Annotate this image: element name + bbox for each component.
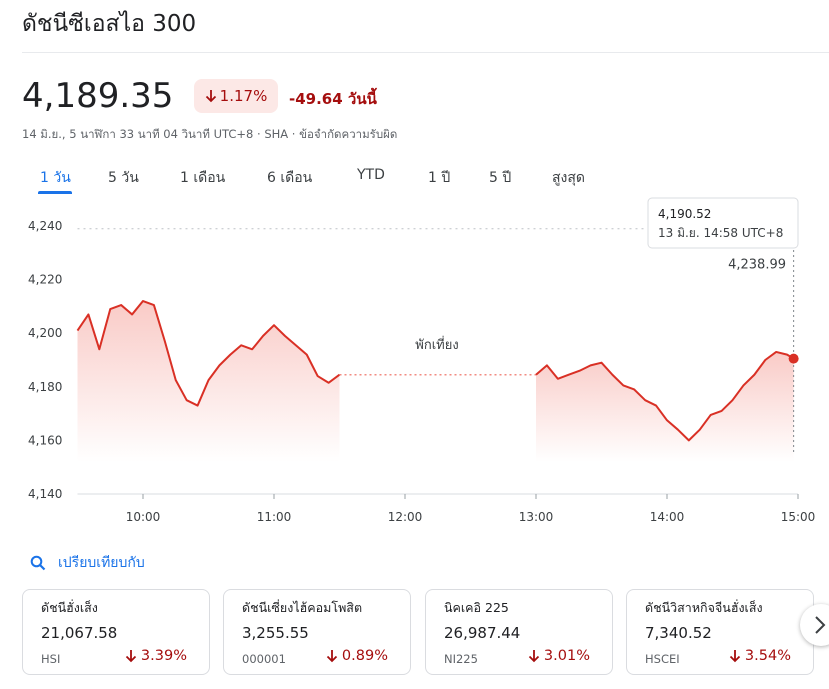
compare-title: เปรียบเทียบกับ (58, 555, 145, 571)
tab[interactable]: 1 ปี (428, 170, 451, 186)
next-button[interactable] (800, 604, 829, 646)
card-price: 7,340.52 (645, 624, 712, 642)
change-percent: 1.17% (194, 79, 278, 113)
card-change: 3.01% (528, 648, 590, 664)
title: ดัชนีซีเอสไอ 300 (22, 11, 197, 37)
card-symbol: HSCEI (645, 652, 680, 666)
x-tick-label: 10:00 (126, 510, 161, 524)
previous-close-label: 4,238.99 (728, 258, 786, 273)
tooltip-time: 13 มิ.ย. 14:58 UTC+8 (658, 226, 783, 240)
down-arrow (729, 650, 741, 663)
x-tick-label: 15:00 (781, 510, 816, 524)
x-tick-label: 14:00 (650, 510, 685, 524)
y-tick-label: 4,160 (28, 433, 62, 447)
card-symbol: NI225 (444, 652, 478, 666)
card[interactable]: นิคเคอิ 225 26,987.44 NI225 3.01% (425, 589, 613, 675)
card-change-text: 3.39% (140, 648, 187, 664)
timestamp: 14 มิ.ย., 5 นาฬิกา 33 นาที 04 วินาที UTC… (22, 127, 398, 141)
price: 4,189.35 (22, 76, 174, 116)
card-change-text: 0.89% (341, 648, 388, 664)
card-price: 21,067.58 (41, 624, 118, 642)
card-price: 26,987.44 (444, 624, 521, 642)
tab[interactable]: 1 วัน (40, 170, 71, 186)
card[interactable]: ดัชนีวิสาหกิจจีนฮั่งเส็ง 7,340.52 HSCEI 3.5… (626, 589, 814, 675)
divider (22, 52, 829, 53)
tab[interactable]: 5 ปี (489, 170, 512, 186)
card-change: 3.54% (729, 648, 791, 664)
tab-underline (38, 191, 72, 194)
card-symbol: 000001 (242, 652, 286, 666)
card-change: 3.39% (125, 648, 187, 664)
down-arrow (205, 90, 216, 103)
y-tick-label: 4,140 (28, 487, 62, 501)
tab[interactable]: 6 เดือน (267, 170, 313, 186)
change-period: วันนี้ (347, 90, 377, 108)
card-price: 3,255.55 (242, 624, 309, 642)
compare-link[interactable]: เปรียบเทียบกับ (30, 552, 145, 574)
y-tick-label: 4,200 (28, 326, 62, 340)
tab[interactable]: 1 เดือน (180, 170, 226, 186)
price-line (535, 350, 795, 442)
card[interactable]: ดัชนีฮั่งเส็ง 21,067.58 HSI 3.39% (22, 589, 210, 675)
chart: 4,140 4,160 4,180 4,200 4,220 4,240 10:00 11:00… (28, 197, 816, 524)
chevron (815, 616, 826, 634)
card-change-text: 3.01% (543, 648, 590, 664)
last-point (788, 353, 799, 364)
card[interactable]: ดัชนีเซี่ยงไฮ้คอมโพสิต 3,255.55 000001 0.89… (223, 589, 411, 675)
down-arrow (528, 650, 540, 663)
x-tick-label: 12:00 (388, 510, 423, 524)
card-change-text: 3.54% (744, 648, 791, 664)
tab[interactable]: สูงสุด (552, 170, 586, 186)
change-percent-text: 1.17% (219, 87, 268, 105)
card-symbol: HSI (41, 652, 61, 666)
search-icon (30, 555, 46, 571)
card-name: ดัชนีวิสาหกิจจีนฮั่งเส็ง (645, 600, 763, 615)
annotation: พักเที่ยง (415, 336, 458, 353)
change: -49.64 วันนี้ (289, 87, 377, 111)
card-name: ดัชนีฮั่งเส็ง (41, 600, 98, 615)
tab[interactable]: YTD (357, 167, 385, 183)
card-name: ดัชนีเซี่ยงไฮ้คอมโพสิต (242, 600, 363, 615)
y-tick-label: 4,180 (28, 380, 62, 394)
tooltip-value: 4,190.52 (658, 207, 711, 221)
x-tick-label: 13:00 (519, 510, 554, 524)
change-value: -49.64 (289, 90, 343, 108)
down-arrow (326, 650, 338, 663)
y-tick-label: 4,240 (28, 219, 62, 233)
area (536, 351, 794, 462)
y-tick-label: 4,220 (28, 273, 62, 287)
card-change: 0.89% (326, 648, 388, 664)
card-name: นิคเคอิ 225 (444, 600, 509, 615)
price-line (76, 300, 341, 407)
x-tick-label: 11:00 (257, 510, 292, 524)
tab[interactable]: 5 วัน (108, 170, 139, 186)
down-arrow (125, 650, 137, 663)
tooltip-box (647, 197, 799, 249)
